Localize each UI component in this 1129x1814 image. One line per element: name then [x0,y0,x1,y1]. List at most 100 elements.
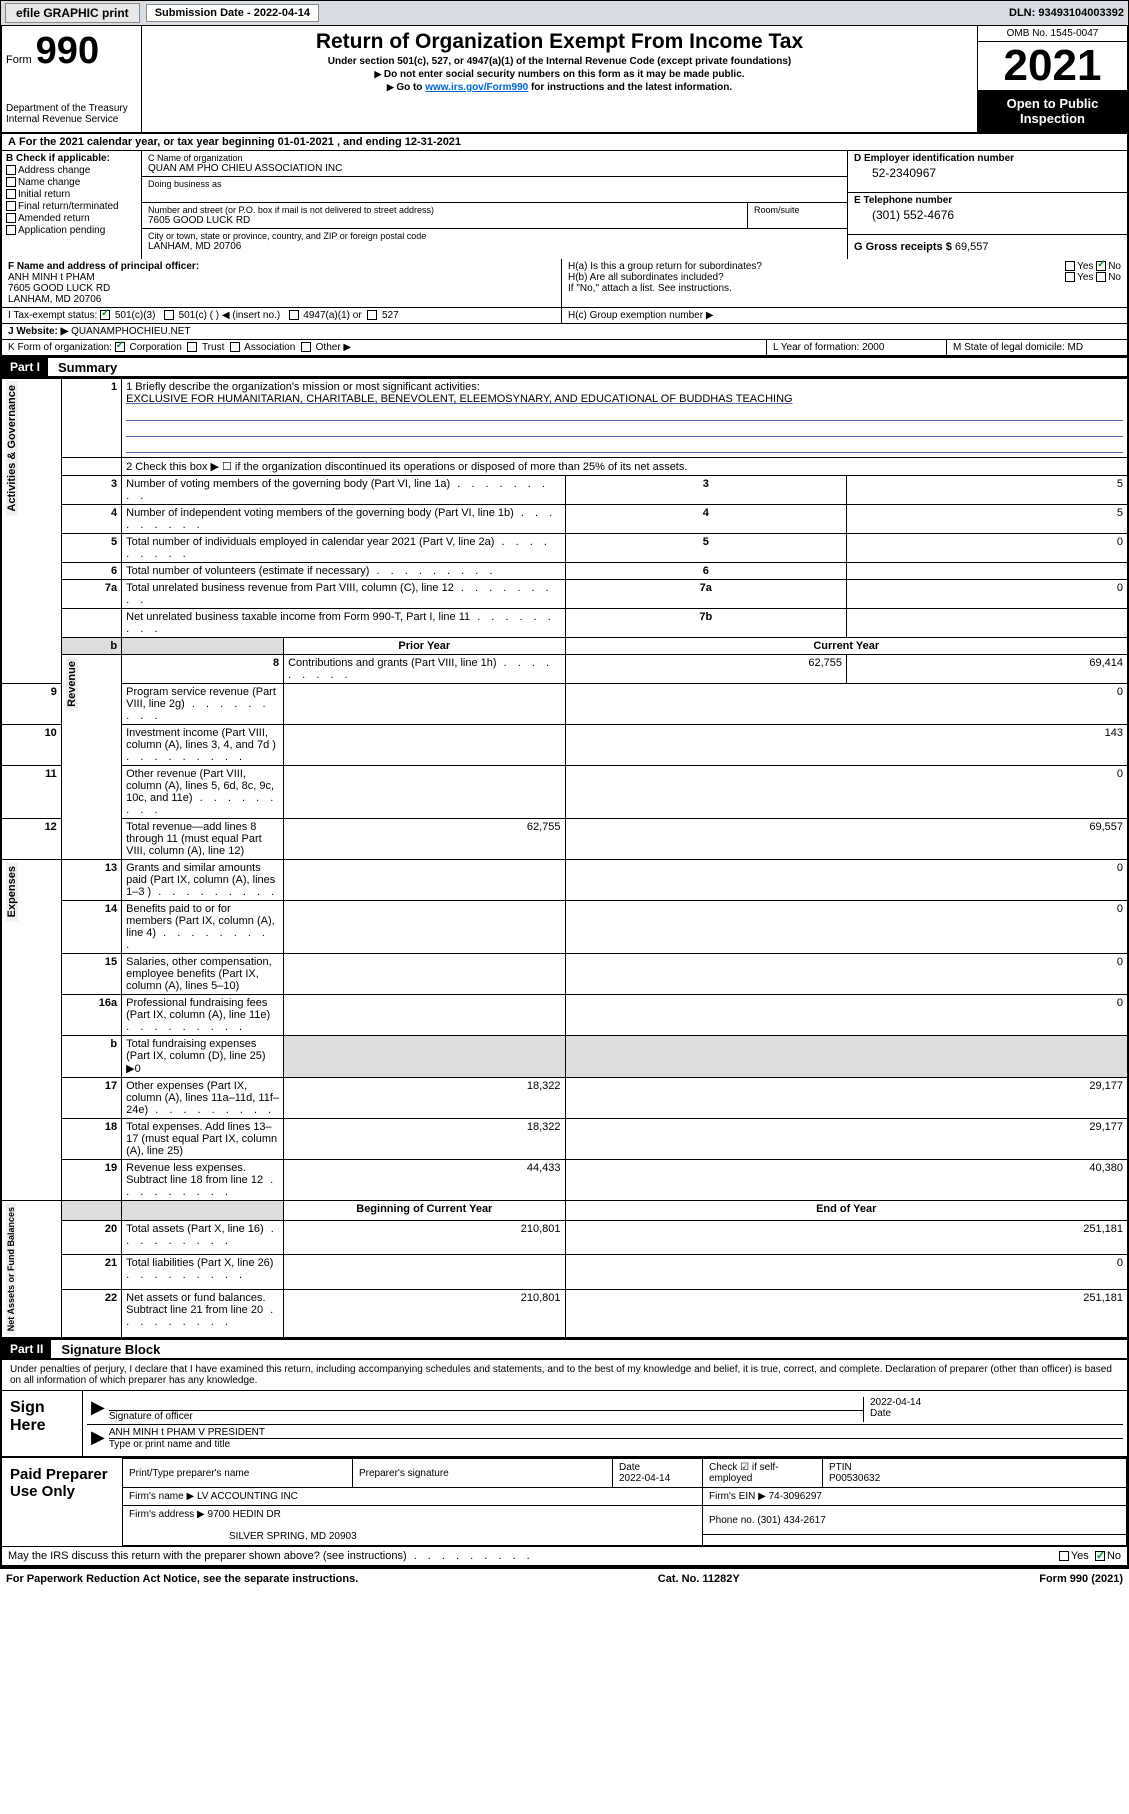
top-bar: efile GRAPHIC print Submission Date - 20… [0,0,1129,26]
chk-amended[interactable]: Amended return [6,213,137,224]
d-label: D Employer identification number [848,151,1127,166]
org-name: QUAN AM PHO CHIEU ASSOCIATION INC [148,163,841,174]
signature-block: Under penalties of perjury, I declare th… [0,1360,1129,1567]
mission-text: EXCLUSIVE FOR HUMANITARIAN, CHARITABLE, … [126,393,792,405]
street-label: Number and street (or P.O. box if mail i… [148,205,741,215]
line1-label: 1 Briefly describe the organization's mi… [126,381,480,393]
page-footer: For Paperwork Reduction Act Notice, see … [0,1567,1129,1589]
section-b-header: B Check if applicable: [6,153,137,164]
dba-label: Doing business as [148,179,841,189]
ein-value: 52-2340967 [848,166,1127,184]
part2-title: Signature Block [51,1342,160,1357]
form-header: Form 990 Department of the Treasury Inte… [0,26,1129,134]
header-left: Form 990 Department of the Treasury Inte… [2,26,142,132]
gov-row-6: 6Total number of volunteers (estimate if… [1,563,1128,580]
form-number: 990 [36,30,99,73]
goto-pre: Go to [396,82,425,93]
vlab-exp: Expenses [6,862,18,921]
chk-initial[interactable]: Initial return [6,189,137,200]
sig-date-label: Date [870,1408,891,1419]
submission-date: Submission Date - 2022-04-14 [146,4,319,22]
vlab-net: Net Assets or Fund Balances [6,1203,16,1335]
part2-badge: Part II [2,1340,51,1358]
gov-row-7a: 7aTotal unrelated business revenue from … [1,580,1128,609]
tax-year: 2021 [978,42,1127,90]
dept-label: Department of the Treasury Internal Reve… [6,103,137,125]
form-subtitle: Under section 501(c), 527, or 4947(a)(1)… [148,56,971,67]
section-b: B Check if applicable: Address change Na… [2,151,142,259]
section-a-label: A [8,136,16,148]
discuss-row: May the IRS discuss this return with the… [2,1546,1127,1565]
form-label: Form [6,54,32,66]
note-ssn: Do not enter social security numbers on … [148,69,971,80]
g-label: G Gross receipts $ [854,241,952,253]
officer-name: ANH MINH t PHAM [8,272,555,283]
vlab-gov: Activities & Governance [6,381,18,516]
hc-label: H(c) Group exemption number ▶ [562,308,1127,323]
dln: DLN: 93493104003392 [1009,7,1124,19]
website-value: QUANAMPHOCHIEU.NET [71,326,190,337]
bcd-block: B Check if applicable: Address change Na… [0,151,1129,259]
hb-label: H(b) Are all subordinates included? [568,272,724,283]
gov-row-3: 3Number of voting members of the governi… [1,476,1128,505]
header-right: OMB No. 1545-0047 2021 Open to Public In… [977,26,1127,132]
officer-addr2: LANHAM, MD 20706 [8,294,555,305]
omb-number: OMB No. 1545-0047 [978,26,1127,42]
prep-name-label: Print/Type preparer's name [123,1459,353,1488]
j-label: J Website: ▶ [8,326,68,337]
part1-badge: Part I [2,358,48,376]
prep-sig-label: Preparer's signature [353,1459,613,1488]
chk-501c3[interactable] [100,310,110,320]
chk-name[interactable]: Name change [6,177,137,188]
goto-post: for instructions and the latest informat… [528,82,732,93]
c-name-label: C Name of organization [148,153,841,163]
street-value: 7605 GOOD LUCK RD [148,215,741,226]
gross-receipts: 69,557 [955,241,989,253]
spacer [325,11,1003,15]
j-row: J Website: ▶ QUANAMPHOCHIEU.NET [0,324,1129,340]
goto-link-row: Go to www.irs.gov/Form990 for instructio… [148,82,971,93]
city-value: LANHAM, MD 20706 [148,241,841,252]
header-mid: Return of Organization Exempt From Incom… [142,26,977,132]
section-a: A For the 2021 calendar year, or tax yea… [0,134,1129,151]
klm-row: K Form of organization: Corporation Trus… [0,340,1129,357]
section-c: C Name of organization QUAN AM PHO CHIEU… [142,151,847,259]
discuss-text: May the IRS discuss this return with the… [8,1550,534,1562]
paid-preparer-label: Paid Preparer Use Only [2,1458,122,1546]
form-title: Return of Organization Exempt From Incom… [148,30,971,54]
footer-left: For Paperwork Reduction Act Notice, see … [6,1573,358,1585]
fh-row: F Name and address of principal officer:… [0,259,1129,308]
sig-arrow-icon: ▶ [87,1397,109,1422]
gov-row-5: 5Total number of individuals employed in… [1,534,1128,563]
footer-right: Form 990 (2021) [1039,1573,1123,1585]
gov-row-4: 4Number of independent voting members of… [1,505,1128,534]
chk-final[interactable]: Final return/terminated [6,201,137,212]
sig-date-val: 2022-04-14 [870,1397,1123,1408]
hb-note: If "No," attach a list. See instructions… [568,283,1121,294]
room-label: Room/suite [754,205,841,215]
sig-name-value: ANH MINH t PHAM V PRESIDENT [109,1427,1123,1438]
section-a-text: For the 2021 calendar year, or tax year … [19,136,461,148]
part1-header-row: Part I Summary [0,357,1129,378]
sign-here-label: Sign Here [2,1391,82,1456]
f-label: F Name and address of principal officer: [8,261,555,272]
penalty-text: Under penalties of perjury, I declare th… [2,1360,1127,1390]
officer-addr1: 7605 GOOD LUCK RD [8,283,555,294]
sig-name-label: Type or print name and title [109,1438,1123,1450]
city-label: City or town, state or province, country… [148,231,841,241]
open-public: Open to Public Inspection [978,90,1127,132]
e-label: E Telephone number [848,193,1127,208]
ha-label: H(a) Is this a group return for subordin… [568,261,762,272]
m-label: M State of legal domicile: MD [947,340,1127,355]
section-deg: D Employer identification number 52-2340… [847,151,1127,259]
chk-address[interactable]: Address change [6,165,137,176]
k-label: K Form of organization: [8,342,112,353]
l-label: L Year of formation: 2000 [767,340,947,355]
chk-pending[interactable]: Application pending [6,225,137,236]
i-row: I Tax-exempt status: 501(c)(3) 501(c) ( … [0,308,1129,324]
footer-mid: Cat. No. 11282Y [658,1573,740,1585]
efile-button[interactable]: efile GRAPHIC print [5,3,140,23]
vlab-rev: Revenue [66,657,78,711]
irs-link[interactable]: www.irs.gov/Form990 [425,82,528,93]
part2-header-row: Part II Signature Block [0,1339,1129,1360]
